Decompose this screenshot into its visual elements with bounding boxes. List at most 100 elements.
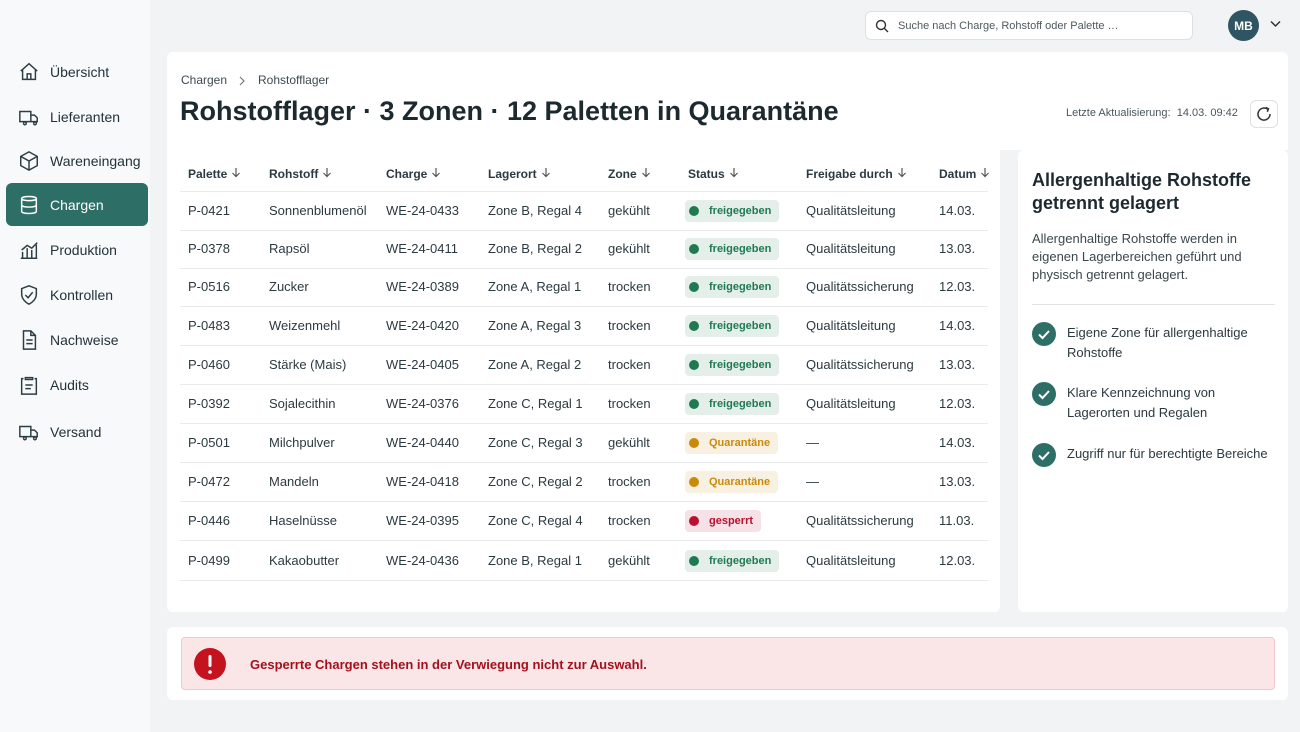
- cell: Mandeln: [269, 474, 319, 489]
- cell: Qualitätssicherung: [806, 279, 914, 294]
- sort-icon: [323, 168, 332, 178]
- info-title: Allergenhaltige Rohstoffe getrennt gelag…: [1032, 170, 1252, 213]
- status-badge: freigegeben: [685, 393, 780, 415]
- cell: P-0378: [188, 241, 230, 256]
- cell: P-0392: [188, 396, 230, 411]
- cell: Milchpulver: [269, 435, 335, 450]
- alert-text: Gesperrte Chargen stehen in der Verwiegu…: [250, 657, 647, 672]
- cell: WE-24-0440: [386, 435, 459, 450]
- refresh-button[interactable]: [1250, 100, 1278, 128]
- status-dot: [689, 321, 699, 331]
- cell: trocken: [608, 513, 651, 528]
- check-icon: [1032, 322, 1056, 346]
- status-dot: [689, 244, 699, 254]
- column-label: Status: [688, 167, 725, 181]
- nav-item[interactable]: Chargen: [6, 183, 148, 226]
- column-header[interactable]: Freigabe durch: [806, 167, 909, 181]
- column-header[interactable]: Charge: [386, 167, 443, 181]
- status-label: freigegeben: [709, 359, 772, 371]
- status-badge: Quarantäne: [685, 432, 779, 454]
- cell: Qualitätssicherung: [806, 513, 914, 528]
- nav-label: Versand: [50, 423, 102, 440]
- nav-item[interactable]: Produktion: [6, 228, 148, 271]
- alert: Gesperrte Chargen stehen in der Verwiegu…: [181, 637, 1275, 690]
- nav-item[interactable]: Wareneingang: [6, 139, 148, 182]
- nav-item[interactable]: Übersicht: [6, 50, 148, 93]
- row-divider: [180, 462, 988, 463]
- cell: WE-24-0433: [386, 203, 459, 218]
- divider: [1032, 304, 1275, 305]
- status-label: Quarantäne: [709, 437, 771, 449]
- column-label: Palette: [188, 167, 228, 181]
- cell: P-0460: [188, 357, 230, 372]
- cell: —: [806, 435, 819, 450]
- status-label: freigegeben: [709, 281, 772, 293]
- status-label: Quarantäne: [709, 476, 771, 488]
- nav-item[interactable]: Lieferanten: [6, 95, 148, 138]
- row-divider: [180, 580, 988, 581]
- cell: trocken: [608, 318, 651, 333]
- cell: Qualitätssicherung: [806, 357, 914, 372]
- status-badge: freigegeben: [685, 550, 780, 572]
- column-header[interactable]: Lagerort: [488, 167, 553, 181]
- cell: Haselnüsse: [269, 513, 337, 528]
- cell: 13.03.: [939, 474, 976, 489]
- column-header[interactable]: Zone: [608, 167, 653, 181]
- column-label: Freigabe durch: [806, 167, 893, 181]
- sort-icon: [541, 168, 550, 178]
- cell: Zucker: [269, 279, 309, 294]
- cell: 12.03.: [939, 279, 976, 294]
- cell: Kakaobutter: [269, 553, 340, 568]
- column-header[interactable]: Palette: [188, 167, 243, 181]
- nav-label: Produktion: [50, 241, 117, 258]
- sort-icon: [232, 168, 241, 178]
- column-label: Lagerort: [488, 167, 537, 181]
- last-update-value: 14.03. 09:42: [1176, 107, 1238, 119]
- cell: Rapsöl: [269, 241, 310, 256]
- cell: —: [806, 474, 819, 489]
- search-box[interactable]: Suche nach Charge, Rohstoff oder Palette…: [865, 11, 1193, 40]
- column-label: Zone: [608, 167, 637, 181]
- cell: WE-24-0389: [386, 279, 459, 294]
- status-dot: [689, 438, 699, 448]
- user-avatar[interactable]: MB: [1228, 10, 1259, 41]
- status-label: freigegeben: [709, 320, 772, 332]
- cell: 14.03.: [939, 318, 976, 333]
- status-dot: [689, 206, 699, 216]
- cell: 13.03.: [939, 357, 976, 372]
- breadcrumb-separator: [239, 76, 245, 86]
- cell: WE-24-0376: [386, 396, 459, 411]
- cell: WE-24-0411: [386, 241, 459, 256]
- refresh-icon: [1257, 106, 1271, 121]
- row-divider: [180, 384, 988, 385]
- nav-item[interactable]: Versand: [6, 410, 148, 453]
- column-header[interactable]: Status: [688, 167, 741, 181]
- cell: Zone C, Regal 1: [488, 396, 583, 411]
- nav-icon: [19, 425, 38, 440]
- column-header[interactable]: Rohstoff: [269, 167, 334, 181]
- cell: Zone C, Regal 2: [488, 474, 583, 489]
- nav-icon: [19, 110, 38, 125]
- user-menu-chevron[interactable]: [1270, 20, 1281, 28]
- cell: P-0501: [188, 435, 230, 450]
- cell: P-0483: [188, 318, 230, 333]
- sort-icon: [729, 168, 738, 178]
- cell: Qualitätsleitung: [806, 203, 896, 218]
- nav-item[interactable]: Audits: [6, 363, 148, 406]
- cell: Qualitätsleitung: [806, 553, 896, 568]
- nav-icon: [20, 62, 38, 80]
- nav-item[interactable]: Kontrollen: [6, 273, 148, 316]
- check-text: Zugriff nur für berechtigte Bereiche: [1067, 446, 1268, 461]
- status-badge: freigegeben: [685, 354, 780, 376]
- status-badge: freigegeben: [685, 200, 780, 222]
- cell: trocken: [608, 357, 651, 372]
- nav-item[interactable]: Nachweise: [6, 318, 148, 361]
- breadcrumb-item[interactable]: Chargen: [181, 73, 228, 87]
- sort-icon: [432, 168, 441, 178]
- cell: 11.03.: [939, 513, 975, 528]
- cell: WE-24-0436: [386, 553, 459, 568]
- cell: 14.03.: [939, 203, 976, 218]
- status-label: gesperrt: [709, 515, 754, 527]
- column-header[interactable]: Datum: [939, 167, 992, 181]
- row-divider: [180, 306, 988, 307]
